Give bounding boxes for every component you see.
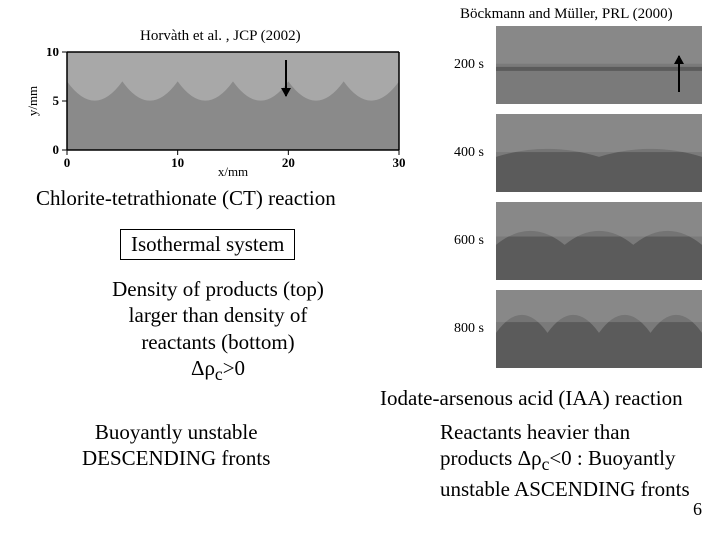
panel-row: 600 s (454, 202, 702, 280)
panel-row: 800 s (454, 290, 702, 368)
density-line3: reactants (bottom) (141, 330, 294, 354)
svg-text:0: 0 (64, 155, 71, 170)
time-panels: 200 s 400 s 600 s 800 s (454, 26, 702, 378)
svg-text:20: 20 (282, 155, 295, 170)
ascending-arrow (678, 56, 680, 92)
density-line4: Δρc>0 (191, 356, 245, 380)
svg-text:5: 5 (53, 93, 60, 108)
buoy-left-line1: Buoyantly unstable (95, 420, 258, 444)
panel-image (496, 290, 702, 368)
svg-text:x/mm: x/mm (218, 164, 248, 178)
panel-row: 200 s (454, 26, 702, 104)
svg-text:30: 30 (393, 155, 406, 170)
ct-reaction-label: Chlorite-tetrathionate (CT) reaction (36, 186, 336, 211)
panel-time-label: 600 s (454, 233, 496, 249)
panel-image (496, 26, 702, 104)
buoyancy-right: Reactants heavier than products Δρc<0 : … (440, 419, 700, 503)
density-line2: larger than density of (129, 303, 308, 327)
buoyancy-left: Buoyantly unstable DESCENDING fronts (82, 419, 270, 472)
panel-row: 400 s (454, 114, 702, 192)
density-text: Density of products (top) larger than de… (68, 276, 368, 386)
panel-time-label: 200 s (454, 57, 496, 73)
buoy-left-line2: DESCENDING fronts (82, 446, 270, 470)
isothermal-box: Isothermal system (120, 229, 295, 260)
citation-left: Horvàth et al. , JCP (2002) (140, 28, 301, 45)
descending-arrow (285, 60, 287, 96)
iaa-reaction-label: Iodate-arsenous acid (IAA) reaction (380, 386, 683, 411)
svg-text:0: 0 (53, 142, 60, 157)
svg-text:10: 10 (46, 48, 59, 59)
svg-text:10: 10 (171, 155, 184, 170)
ct-chart: 0 10 20 30 0 5 10 x/mm y/mm (25, 48, 405, 178)
panel-time-label: 800 s (454, 321, 496, 337)
page-number: 6 (693, 499, 702, 520)
panel-image (496, 202, 702, 280)
svg-text:y/mm: y/mm (25, 86, 40, 116)
density-line1: Density of products (top) (112, 277, 324, 301)
panel-time-label: 400 s (454, 145, 496, 161)
panel-image (496, 114, 702, 192)
citation-right: Böckmann and Müller, PRL (2000) (460, 6, 673, 23)
